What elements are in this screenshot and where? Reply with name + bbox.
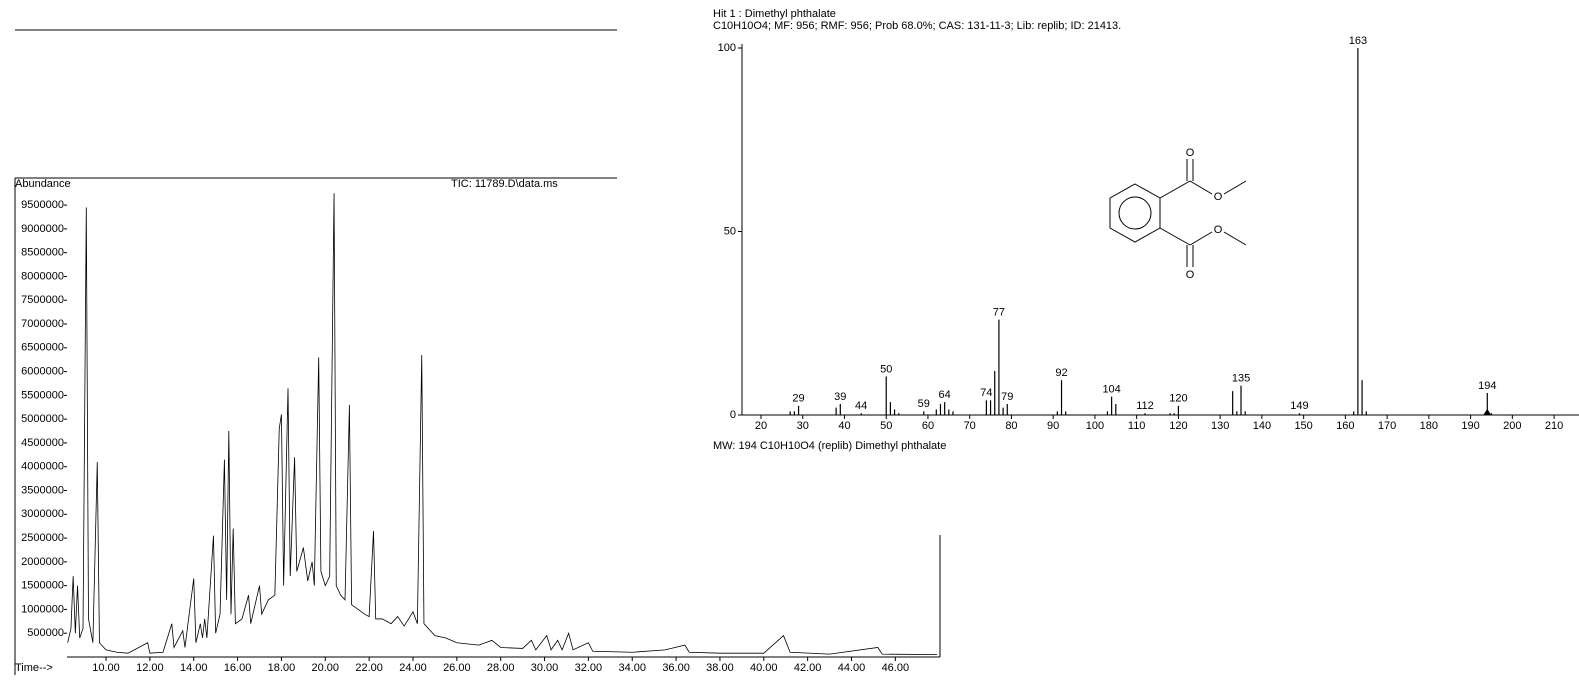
peak-label: 149	[1290, 400, 1308, 412]
atom-label: O	[1186, 147, 1195, 159]
y-tick-label: 2000000	[21, 556, 64, 568]
x-tick-label: 36.00	[662, 662, 690, 674]
peak-label: 44	[855, 400, 867, 412]
x-tick-label: 160	[1336, 420, 1354, 432]
x-tick-label: 46.00	[882, 662, 910, 674]
x-tick-label: 40.00	[750, 662, 778, 674]
x-tick-label: 34.00	[618, 662, 646, 674]
y-tick-label: 5000000	[21, 413, 64, 425]
x-tick-label: 26.00	[443, 662, 471, 674]
peak-label: 135	[1232, 373, 1250, 385]
chart-title: Hit 1 : Dimethyl phthalate	[713, 8, 836, 20]
peak-label: 120	[1169, 393, 1187, 405]
bond	[1159, 159, 1247, 199]
y-tick-label: 100	[718, 42, 736, 54]
x-tick-label: 12.00	[136, 662, 164, 674]
peak-label: 64	[939, 389, 951, 401]
y-tick-label: 6500000	[21, 342, 64, 354]
y-tick-label: 9000000	[21, 223, 64, 235]
x-tick-label: 210	[1545, 420, 1563, 432]
chart-title: TIC: 11789.D\data.ms	[451, 178, 558, 190]
x-tick-label: 150	[1294, 420, 1312, 432]
atom-label: O	[1186, 269, 1195, 281]
x-tick-label: 130	[1211, 420, 1229, 432]
x-tick-label: 140	[1253, 420, 1271, 432]
peak-label: 79	[1001, 391, 1013, 403]
aromatic-circle	[1118, 196, 1152, 230]
x-tick-label: 120	[1169, 420, 1187, 432]
x-tick-label: 180	[1420, 420, 1438, 432]
x-tick-label: 24.00	[399, 662, 427, 674]
x-tick-label: 16.00	[224, 662, 252, 674]
x-tick-label: 38.00	[706, 662, 734, 674]
peak-label: 29	[792, 393, 804, 405]
y-tick-label: 500000	[27, 627, 64, 639]
x-tick-label: 40	[838, 420, 850, 432]
y-tick-label: 4000000	[21, 461, 64, 473]
y-tick-label: 3000000	[21, 508, 64, 520]
mw-marker	[1483, 409, 1492, 415]
x-tick-label: 30.00	[531, 662, 559, 674]
peak-label: 92	[1055, 367, 1067, 379]
x-tick-label: 170	[1378, 420, 1396, 432]
x-tick-label: 60	[922, 420, 934, 432]
x-tick-label: 42.00	[794, 662, 822, 674]
y-tick-label: 1000000	[21, 603, 64, 615]
peak-label: 112	[1136, 400, 1154, 412]
x-tick-label: 110	[1128, 420, 1146, 432]
atom-label: O	[1214, 224, 1223, 236]
peak-label: 163	[1349, 35, 1367, 47]
y-tick-label: 2500000	[21, 532, 64, 544]
peak-label: 77	[993, 306, 1005, 318]
peak-label: 59	[918, 398, 930, 410]
y-tick-label: 6000000	[21, 366, 64, 378]
y-tick-label: 5500000	[21, 389, 64, 401]
tic-trace	[67, 193, 938, 656]
x-tick-label: 20	[755, 420, 767, 432]
peak-label: 50	[880, 363, 892, 375]
peak-label: 194	[1478, 380, 1496, 392]
x-tick-label: 190	[1461, 420, 1479, 432]
atom-label: O	[1214, 191, 1223, 203]
x-tick-label: 80	[1005, 420, 1017, 432]
x-tick-label: 50	[880, 420, 892, 432]
y-tick-label: 9500000	[21, 199, 64, 211]
y-tick-label: 0	[730, 409, 736, 421]
x-tick-label: 90	[1047, 420, 1059, 432]
x-tick-label: 70	[964, 420, 976, 432]
bond	[1159, 227, 1247, 267]
y-tick-label: 50	[724, 225, 736, 237]
y-tick-label: 3500000	[21, 484, 64, 496]
x-tick-label: 14.00	[180, 662, 208, 674]
x-tick-label: 22.00	[355, 662, 383, 674]
x-tick-label: 20.00	[312, 662, 340, 674]
x-tick-label: 44.00	[838, 662, 866, 674]
x-tick-label: 32.00	[575, 662, 603, 674]
peak-label: 74	[980, 387, 992, 399]
peak-label: 104	[1102, 384, 1120, 396]
x-tick-label: 30	[797, 420, 809, 432]
structure	[1109, 159, 1247, 267]
y-tick-label: 4500000	[21, 437, 64, 449]
x-tick-label: 18.00	[268, 662, 296, 674]
y-tick-label: 7500000	[21, 294, 64, 306]
y-tick-label: 8000000	[21, 270, 64, 282]
caption: MW: 194 C10H10O4 (replib) Dimethyl phtha…	[713, 440, 946, 452]
benzene-ring	[1109, 183, 1161, 243]
x-axis-label: Time-->	[15, 662, 53, 674]
y-tick-label: 8500000	[21, 247, 64, 259]
x-tick-label: 10.00	[92, 662, 120, 674]
chart-subtitle: C10H10O4; MF: 956; RMF: 956; Prob 68.0%;…	[713, 20, 1121, 32]
peak-label: 39	[834, 391, 846, 403]
y-tick-label: 1500000	[21, 580, 64, 592]
y-tick-label: 7000000	[21, 318, 64, 330]
x-tick-label: 28.00	[487, 662, 515, 674]
y-axis-label: Abundance	[15, 178, 71, 190]
x-tick-label: 200	[1503, 420, 1521, 432]
x-tick-label: 100	[1086, 420, 1104, 432]
